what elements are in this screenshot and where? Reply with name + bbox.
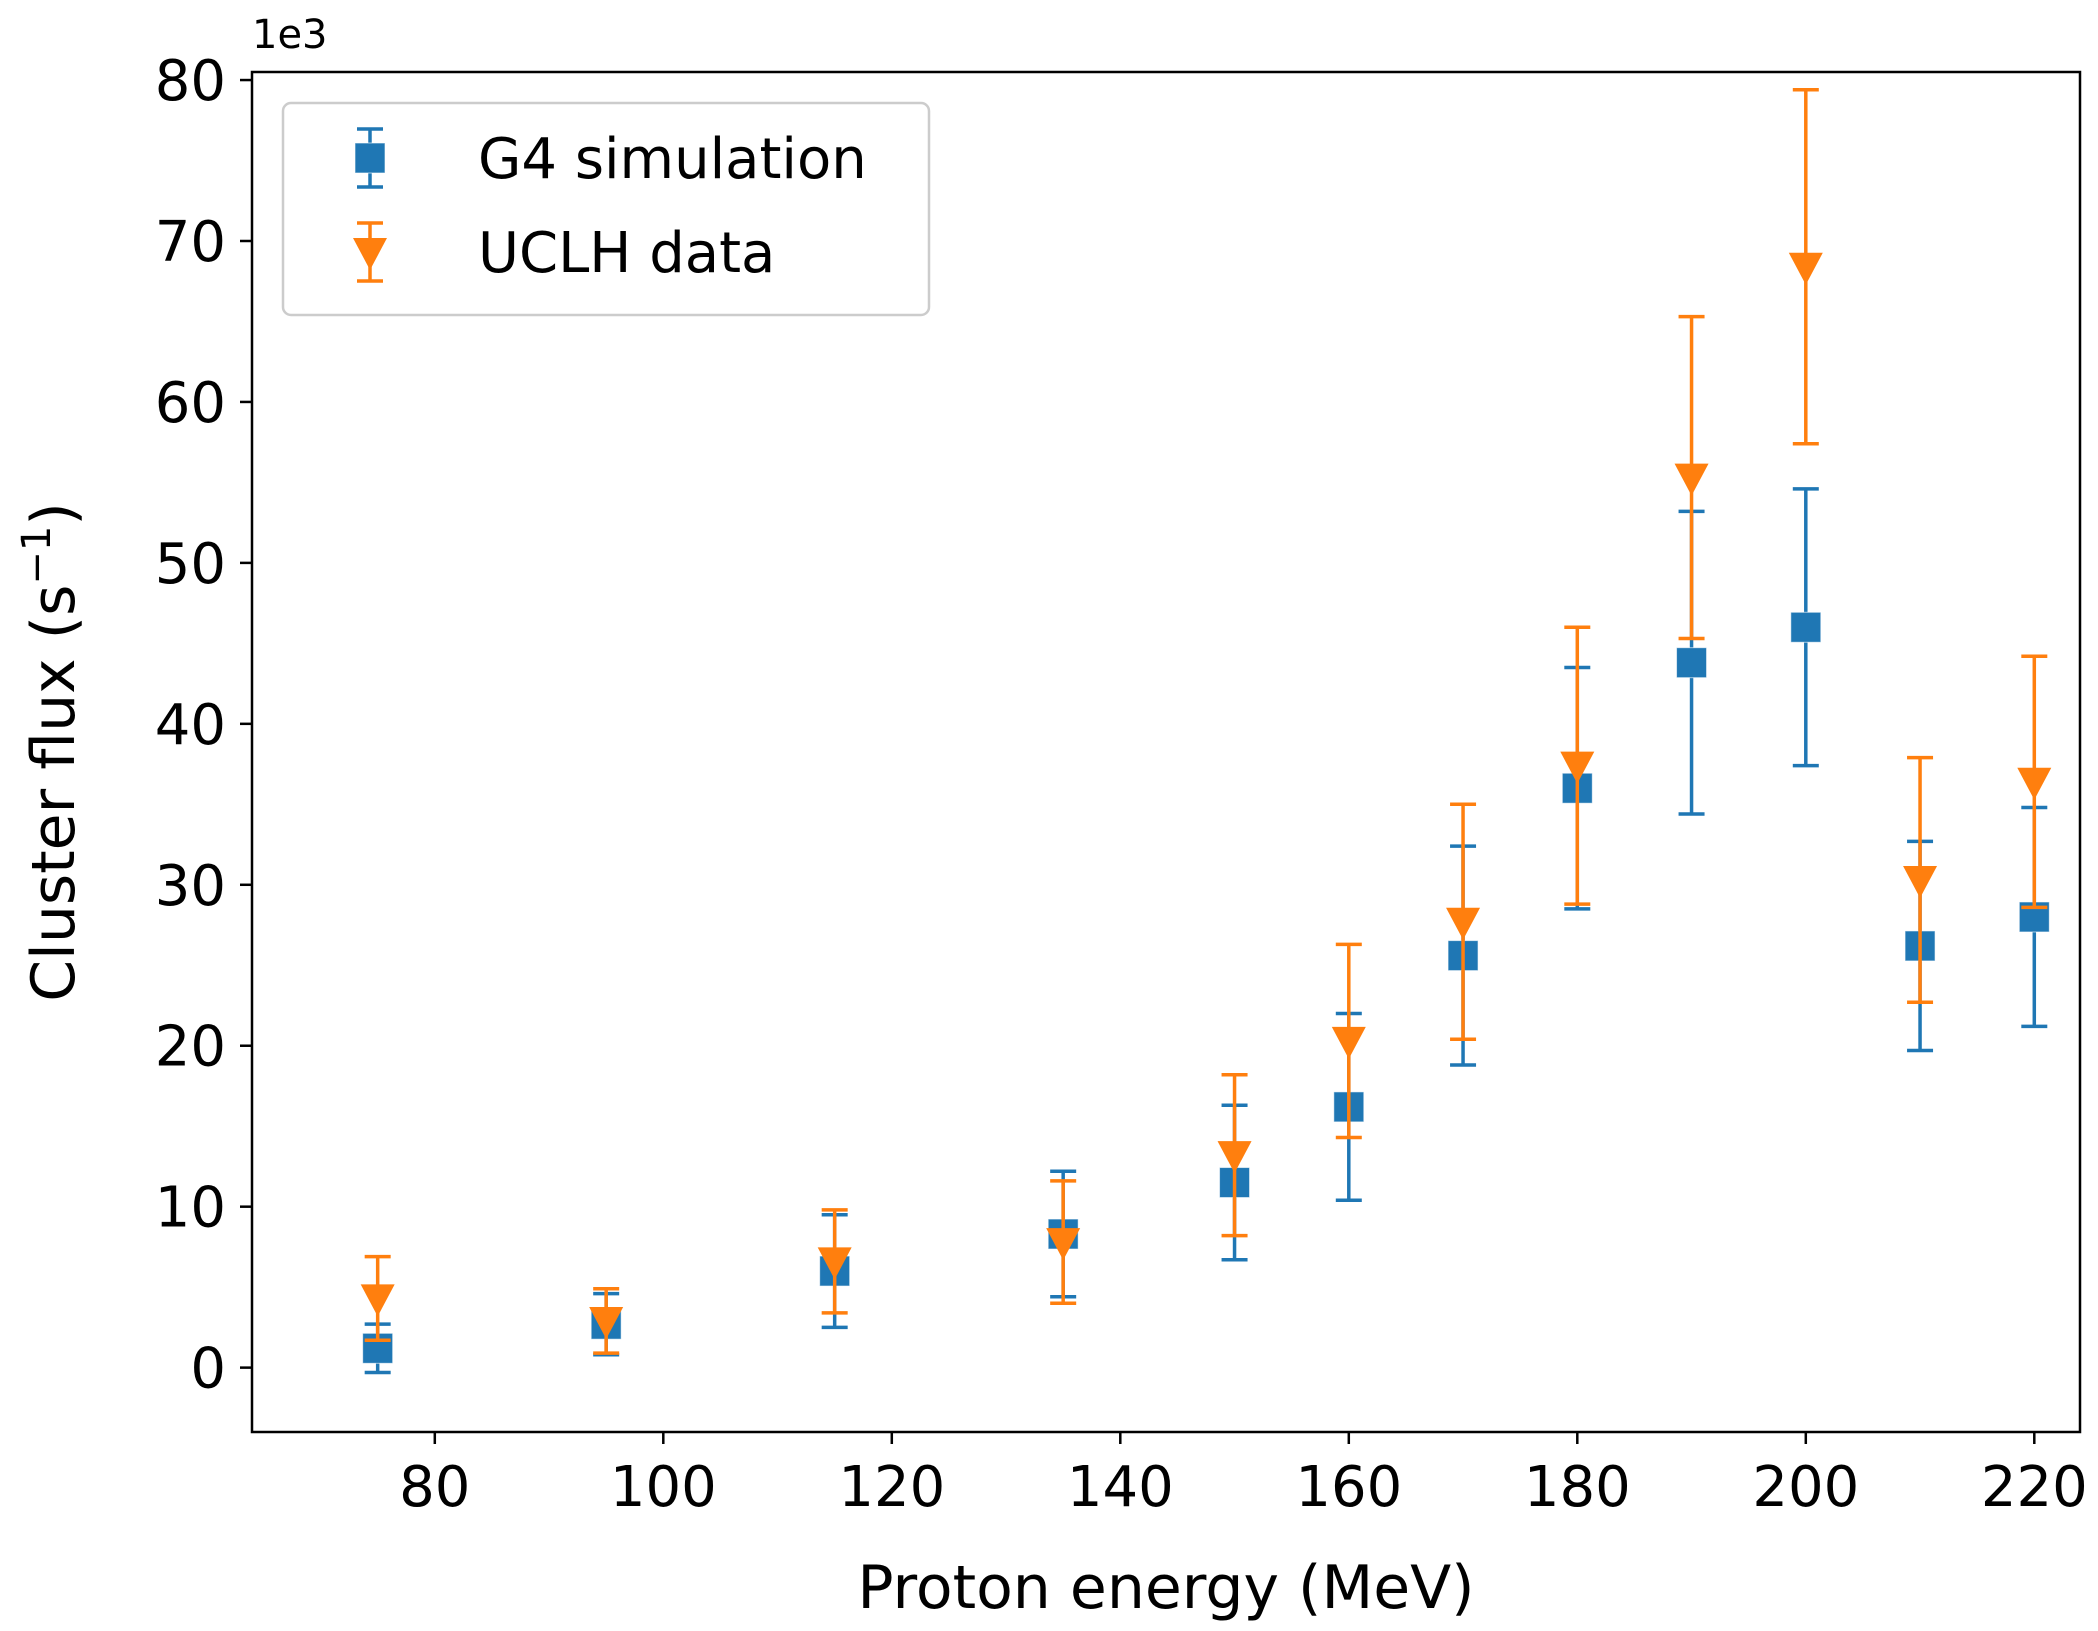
data-point	[1790, 487, 1822, 768]
legend-label: UCLH data	[478, 221, 775, 286]
legend-marker	[354, 142, 386, 174]
triangle-marker	[1560, 751, 1595, 784]
triangle-marker	[1674, 463, 1709, 496]
triangle-marker	[1046, 1228, 1081, 1261]
legend-label: G4 simulation	[478, 127, 867, 192]
y-axis-title-close: )	[19, 502, 89, 525]
data-point	[1446, 802, 1481, 1042]
data-point	[360, 1254, 395, 1343]
square-marker	[1676, 647, 1708, 679]
triangle-marker	[1446, 907, 1481, 940]
plot-frame	[250, 70, 2082, 1434]
x-tick-label: 120	[838, 1455, 945, 1520]
legend: G4 simulation UCLH data	[281, 101, 931, 317]
square-marker	[1790, 611, 1822, 643]
ticks-layer: 80 100 120 140 160 180 200 220 0 10 20 30 40 50 60 70 80	[155, 49, 2088, 1520]
series-layer	[360, 87, 2052, 1375]
legend-marker	[353, 238, 387, 270]
data-point	[1788, 87, 1823, 446]
triangle-marker	[2017, 767, 2052, 800]
triangle-marker	[1331, 1026, 1366, 1059]
legend-entry: G4 simulation	[354, 127, 867, 192]
y-tick-label: 30	[155, 854, 226, 919]
y-tick-label: 10	[155, 1176, 226, 1241]
triangle-marker	[817, 1247, 852, 1280]
data-point	[817, 1208, 852, 1315]
legend-entry: UCLH data	[353, 221, 775, 286]
y-tick-label: 0	[190, 1337, 226, 1402]
triangle-marker	[1903, 865, 1938, 898]
x-tick-label: 200	[1752, 1455, 1859, 1520]
data-point	[2017, 654, 2052, 910]
y-tick-label: 50	[155, 532, 226, 597]
y-axis-title-superscript: −1	[14, 526, 60, 585]
data-point	[1217, 1072, 1252, 1238]
y-tick-label: 80	[155, 49, 226, 114]
series-uclh-data	[360, 87, 2052, 1355]
data-point	[1046, 1179, 1081, 1305]
triangle-marker	[360, 1284, 395, 1317]
legend-entries: G4 simulation UCLH data	[353, 127, 867, 286]
triangle-marker	[589, 1306, 624, 1339]
legend-box	[281, 101, 931, 317]
y-axis-title-main: Cluster flux (s	[19, 585, 89, 1002]
y-tick-label: 40	[155, 693, 226, 758]
data-point	[1560, 625, 1595, 906]
x-tick-label: 140	[1067, 1455, 1174, 1520]
x-tick-label: 220	[1981, 1455, 2088, 1520]
triangle-marker	[1788, 252, 1823, 285]
y-tick-label: 20	[155, 1015, 226, 1080]
data-point	[589, 1287, 624, 1355]
y-axis-title: Cluster flux (s−1)	[14, 502, 89, 1002]
x-tick-label: 180	[1524, 1455, 1631, 1520]
y-offset-label: 1e3	[252, 12, 328, 58]
x-tick-label: 80	[399, 1455, 470, 1520]
x-tick-label: 160	[1295, 1455, 1402, 1520]
data-point	[1903, 755, 1938, 1005]
data-point	[1674, 314, 1709, 641]
x-axis-title: Proton energy (MeV)	[857, 1553, 1474, 1623]
data-point	[1331, 942, 1366, 1140]
x-tick-label: 100	[610, 1455, 717, 1520]
triangle-marker	[1217, 1141, 1252, 1174]
y-tick-label: 70	[155, 210, 226, 275]
y-tick-label: 60	[155, 371, 226, 436]
